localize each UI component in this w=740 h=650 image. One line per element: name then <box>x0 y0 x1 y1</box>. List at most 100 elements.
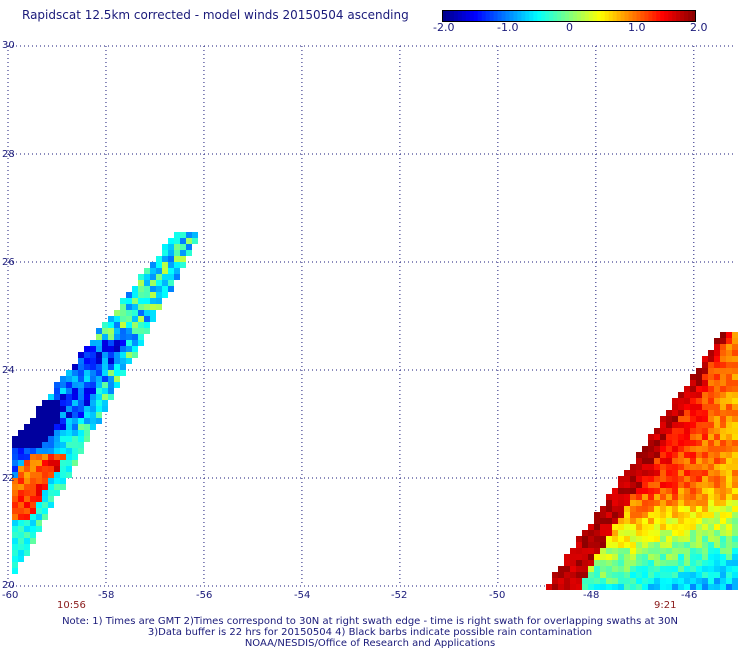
wind-cell <box>732 476 738 482</box>
wind-cell <box>648 446 654 452</box>
wind-cell <box>726 584 732 590</box>
colorbar-segment <box>469 10 475 22</box>
wind-cell <box>18 514 24 520</box>
wind-cell <box>726 428 732 434</box>
wind-cell <box>696 500 702 506</box>
colorbar-segment <box>684 10 689 22</box>
wind-cell <box>708 440 714 446</box>
wind-cell <box>48 394 54 400</box>
wind-cell <box>642 518 648 524</box>
wind-cell <box>696 380 702 386</box>
wind-cell <box>54 406 60 412</box>
wind-cell <box>606 560 612 566</box>
wind-cell <box>726 470 732 476</box>
wind-cell <box>108 334 114 340</box>
wind-cell <box>714 542 720 548</box>
wind-cell <box>630 494 636 500</box>
wind-cell <box>624 536 630 542</box>
wind-cell <box>726 332 732 338</box>
wind-cell <box>624 482 630 488</box>
wind-cell <box>684 458 690 464</box>
wind-cell <box>630 518 636 524</box>
wind-cell <box>732 404 738 410</box>
wind-cell <box>108 376 114 382</box>
wind-cell <box>42 454 48 460</box>
wind-cell <box>642 554 648 560</box>
wind-cell <box>60 382 66 388</box>
wind-cell <box>624 500 630 506</box>
wind-cell <box>72 388 78 394</box>
wind-cell <box>606 494 612 500</box>
wind-cell <box>630 542 636 548</box>
wind-cell <box>90 370 96 376</box>
wind-cell <box>114 376 120 382</box>
wind-cell <box>174 262 180 268</box>
wind-cell <box>126 316 132 322</box>
wind-cell <box>102 376 108 382</box>
wind-cell <box>726 368 732 374</box>
wind-cell <box>174 256 180 262</box>
wind-cell <box>732 542 738 548</box>
lon-label-52: -52 <box>391 590 408 601</box>
wind-cell <box>594 536 600 542</box>
wind-cell <box>654 560 660 566</box>
colorbar-segment <box>620 10 626 22</box>
wind-cell <box>66 400 72 406</box>
wind-cell <box>720 368 726 374</box>
wind-cell <box>714 572 720 578</box>
wind-cell <box>36 478 42 484</box>
wind-cell <box>42 472 48 478</box>
wind-cell <box>618 482 624 488</box>
wind-cell <box>606 512 612 518</box>
wind-cell <box>60 376 66 382</box>
wind-cell <box>648 434 654 440</box>
wind-cell <box>660 578 666 584</box>
wind-cell <box>666 578 672 584</box>
wind-cell <box>612 488 618 494</box>
wind-cell <box>678 518 684 524</box>
wind-cell <box>690 518 696 524</box>
wind-cell <box>690 530 696 536</box>
grid-lines <box>7 45 733 587</box>
wind-cell <box>30 484 36 490</box>
wind-cell <box>720 422 726 428</box>
wind-cell <box>702 398 708 404</box>
wind-cell <box>672 482 678 488</box>
wind-cell <box>720 392 726 398</box>
wind-cell <box>636 566 642 572</box>
wind-cell <box>162 280 168 286</box>
wind-cell <box>624 548 630 554</box>
colorbar-segment <box>465 10 471 22</box>
wind-cell <box>696 572 702 578</box>
wind-cell <box>42 412 48 418</box>
wind-cell <box>666 440 672 446</box>
wind-cell <box>660 428 666 434</box>
wind-cell <box>84 430 90 436</box>
wind-cell <box>150 310 156 316</box>
wind-cell <box>66 454 72 460</box>
wind-cell <box>654 446 660 452</box>
wind-cell <box>606 578 612 584</box>
colorbar-segment <box>588 10 594 22</box>
colorbar-segment <box>692 10 696 22</box>
wind-cell <box>660 566 666 572</box>
wind-cell <box>24 526 30 532</box>
wind-cell <box>594 572 600 578</box>
wind-cell <box>48 466 54 472</box>
wind-cell <box>642 494 648 500</box>
colorbar-segment <box>549 10 554 22</box>
wind-cell <box>144 316 150 322</box>
wind-cell <box>174 232 180 238</box>
wind-cell <box>642 512 648 518</box>
wind-cell <box>720 374 726 380</box>
wind-cell <box>90 412 96 418</box>
wind-cell <box>690 560 696 566</box>
wind-cell <box>672 422 678 428</box>
colorbar-segment <box>553 10 558 22</box>
wind-cell <box>678 416 684 422</box>
wind-cell <box>78 418 84 424</box>
wind-cell <box>24 478 30 484</box>
wind-cell <box>714 392 720 398</box>
wind-cell <box>660 560 666 566</box>
wind-cell <box>96 364 102 370</box>
